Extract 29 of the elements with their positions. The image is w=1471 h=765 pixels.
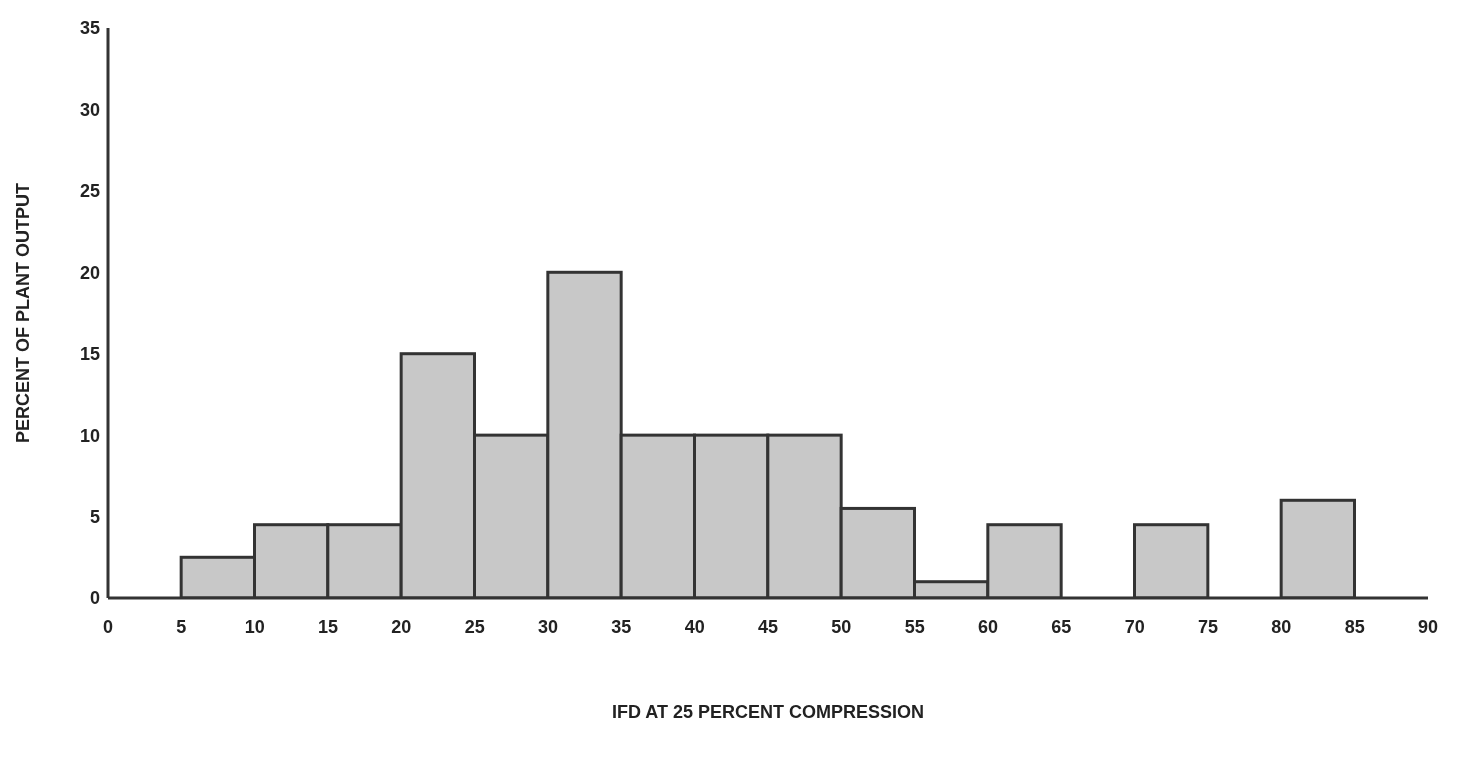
x-tick-label: 85	[1344, 616, 1365, 637]
x-tick-label: 55	[904, 616, 925, 637]
y-tick-label: 0	[89, 588, 100, 609]
x-tick-label: 60	[977, 616, 999, 637]
y-tick-label: 15	[79, 344, 100, 365]
x-tick-label: 90	[1417, 616, 1439, 637]
y-tick-label: 30	[79, 99, 100, 120]
x-tick-label: 80	[1271, 616, 1292, 637]
y-tick-label: 10	[79, 425, 100, 446]
y-axis-title: PERCENT OF PLANT OUTPUT	[13, 183, 34, 443]
x-tick-label: 20	[391, 616, 412, 637]
x-tick-label: 25	[464, 616, 485, 637]
x-axis-title: IFD AT 25 PERCENT COMPRESSION	[611, 702, 925, 722]
x-tick-label: 30	[537, 616, 559, 637]
x-tick-label: 50	[831, 616, 852, 637]
y-tick-label: 25	[79, 181, 100, 202]
x-tick-label: 5	[176, 616, 187, 637]
x-tick-label: 40	[684, 616, 705, 637]
x-tick-label: 75	[1197, 616, 1219, 637]
x-tick-label: 35	[611, 616, 632, 637]
y-tick-label: 20	[79, 262, 100, 283]
y-tick-label: 5	[89, 506, 100, 527]
x-tick-label: 45	[757, 616, 779, 637]
x-tick-label: 65	[1051, 616, 1072, 637]
y-tick-label: 35	[79, 18, 100, 39]
x-tick-label: 10	[244, 616, 265, 637]
x-tick-label: 0	[102, 616, 114, 637]
x-tick-label: 15	[317, 616, 339, 637]
x-tick-label: 70	[1124, 616, 1145, 637]
